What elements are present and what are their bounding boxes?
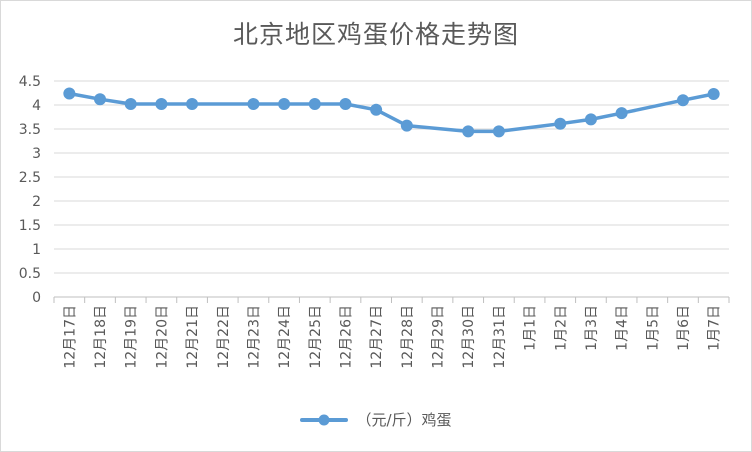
y-axis-tick-labels: 0 0.5 1 1.5 2 2.5 3 3.5 4 4.5 <box>19 74 41 306</box>
x-tick-label: 1月5日 <box>645 305 661 351</box>
x-tick-label: 12月27日 <box>369 305 385 369</box>
data-point <box>308 98 321 111</box>
x-tick-label: 12月17日 <box>62 305 78 369</box>
y-tick-label: 2 <box>32 194 41 210</box>
data-point <box>676 94 689 107</box>
data-point <box>63 87 76 100</box>
x-tick-label: 1月1日 <box>523 305 539 351</box>
x-tick-label: 12月19日 <box>124 305 140 369</box>
data-point <box>584 113 597 126</box>
y-tick-label: 4.5 <box>19 74 41 90</box>
y-tick-label: 4 <box>32 98 41 114</box>
x-tick-label: 12月30日 <box>461 305 477 369</box>
gridlines <box>54 80 729 274</box>
x-tick-label: 1月4日 <box>615 305 631 351</box>
data-point <box>554 117 567 130</box>
data-point <box>707 87 720 100</box>
y-tick-label: 1 <box>32 242 41 258</box>
data-point <box>278 98 291 111</box>
data-point <box>462 125 475 138</box>
y-tick-label: 3 <box>32 146 41 162</box>
data-point <box>492 125 505 138</box>
legend-label: （元/斤）鸡蛋 <box>356 411 452 429</box>
y-tick-label: 3.5 <box>19 122 41 138</box>
x-tick-label: 12月23日 <box>246 305 262 369</box>
chart-title: 北京地区鸡蛋价格走势图 <box>232 20 519 49</box>
x-axis <box>53 296 730 303</box>
data-point <box>339 98 352 111</box>
data-point <box>615 107 628 120</box>
x-tick-label: 12月22日 <box>216 305 232 369</box>
data-point <box>186 98 199 111</box>
x-tick-label: 12月26日 <box>338 305 354 369</box>
y-tick-label: 1.5 <box>19 218 41 234</box>
data-point <box>94 93 107 106</box>
data-point <box>155 98 168 111</box>
x-tick-label: 12月31日 <box>492 305 508 369</box>
x-tick-label: 12月25日 <box>308 305 324 369</box>
x-tick-label: 1月2日 <box>553 305 569 351</box>
x-tick-label: 1月3日 <box>584 305 600 351</box>
x-tick-label: 12月21日 <box>185 305 201 369</box>
x-tick-label: 12月29日 <box>431 305 447 369</box>
data-point <box>400 119 413 132</box>
legend-swatch <box>300 414 349 425</box>
legend: （元/斤）鸡蛋 <box>1 409 751 430</box>
data-point <box>247 98 260 111</box>
y-tick-label: 2.5 <box>19 170 41 186</box>
data-point <box>124 98 137 111</box>
x-tick-label: 12月18日 <box>93 305 109 369</box>
x-axis-tick-labels: 12月17日 12月18日 12月19日 12月20日 12月21日 12月22日 12月2… <box>62 305 722 369</box>
data-point <box>370 103 383 116</box>
series-eggs <box>63 87 720 138</box>
x-tick-label: 1月6日 <box>676 305 692 351</box>
y-tick-label: 0.5 <box>19 266 41 282</box>
x-tick-label: 12月24日 <box>277 305 293 369</box>
x-tick-label: 1月7日 <box>707 305 723 351</box>
y-tick-label: 0 <box>32 290 41 306</box>
x-tick-label: 12月28日 <box>400 305 416 369</box>
x-tick-label: 12月20日 <box>154 305 170 369</box>
